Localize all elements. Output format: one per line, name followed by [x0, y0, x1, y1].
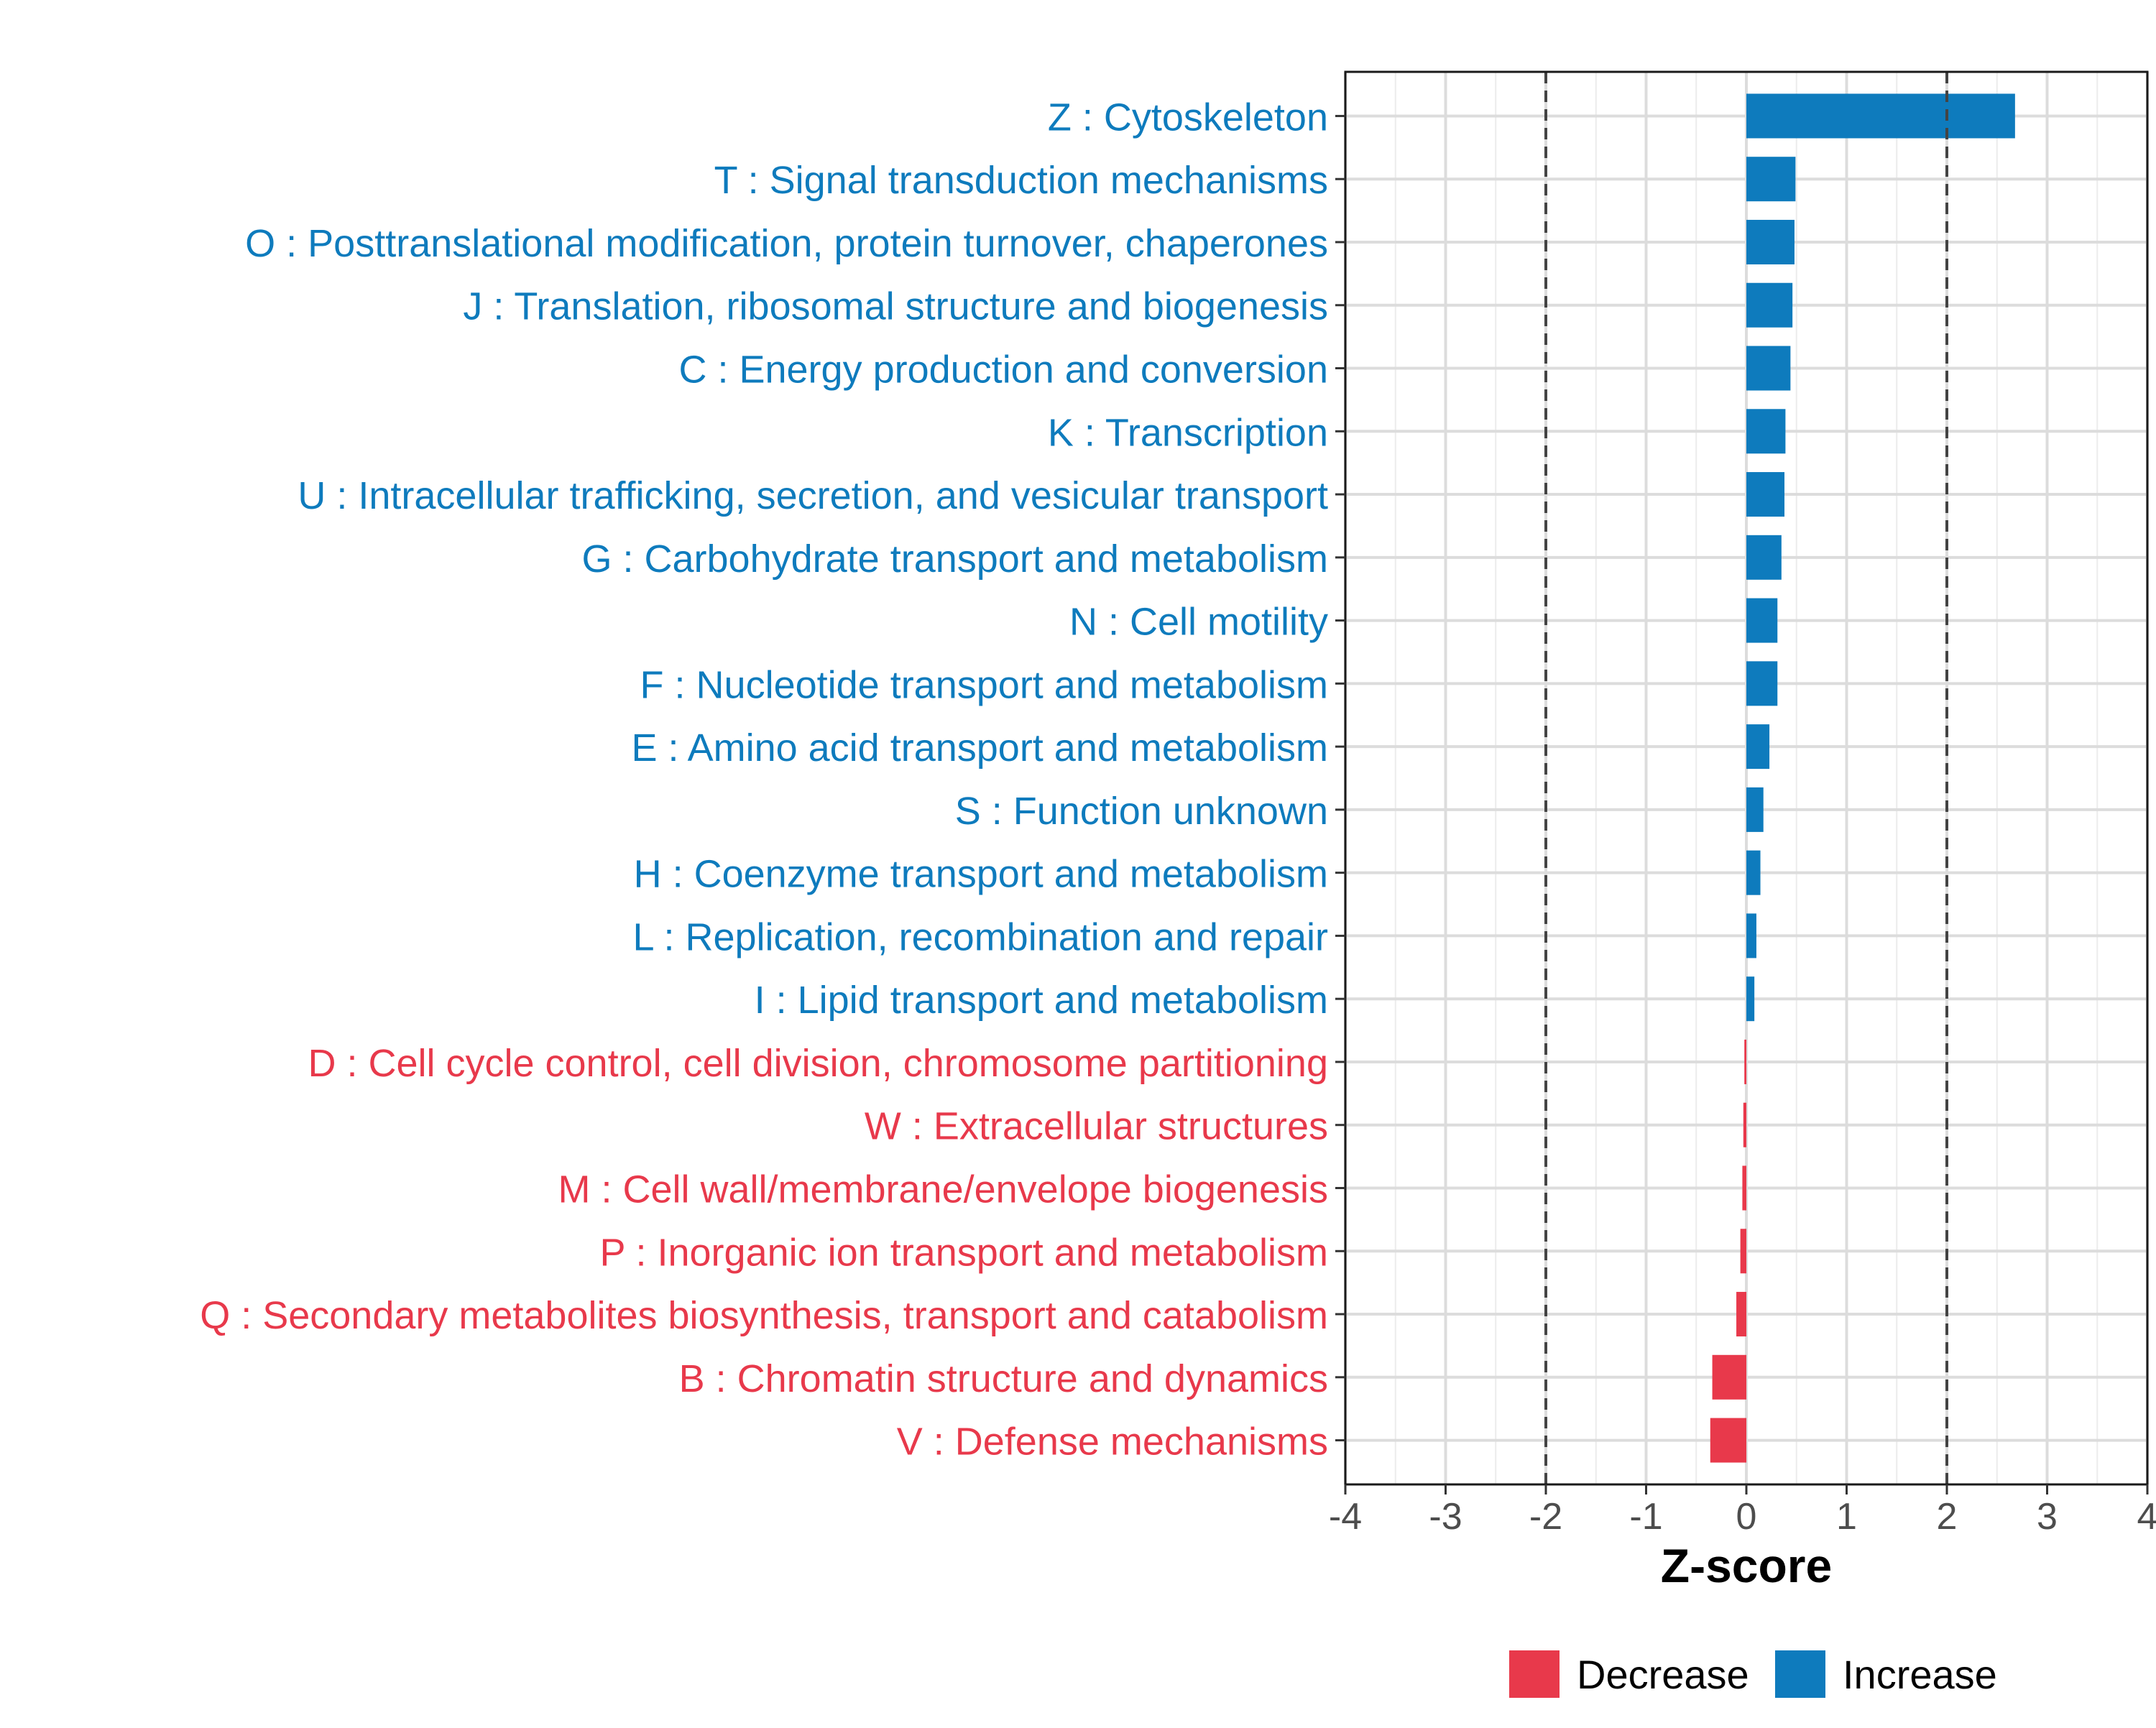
- category-label: M : Cell wall/membrane/envelope biogenes…: [558, 1168, 1328, 1211]
- category-label: G : Carbohydrate transport and metabolis…: [582, 537, 1329, 581]
- bar-increase: [1746, 472, 1785, 517]
- bar-increase: [1746, 157, 1796, 202]
- category-label: W : Extracellular structures: [865, 1105, 1328, 1148]
- legend: Decrease Increase: [1509, 1650, 1997, 1698]
- bar-decrease: [1744, 1039, 1746, 1084]
- x-tick-label: 0: [1736, 1496, 1757, 1538]
- category-label: J : Translation, ribosomal structure and…: [463, 285, 1328, 328]
- x-tick-label: 3: [2037, 1496, 2058, 1538]
- x-tick-label: -4: [1329, 1496, 1362, 1538]
- x-tick-label: -3: [1429, 1496, 1462, 1538]
- category-label: T : Signal transduction mechanisms: [714, 159, 1328, 202]
- category-label: K : Transcription: [1048, 411, 1328, 454]
- category-label: N : Cell motility: [1069, 601, 1328, 644]
- category-label: I : Lipid transport and metabolism: [755, 979, 1328, 1022]
- x-tick-label: 2: [1937, 1496, 1958, 1538]
- category-label: L : Replication, recombination and repai…: [632, 915, 1328, 958]
- bar-increase: [1746, 346, 1791, 391]
- category-label: Z : Cytoskeleton: [1048, 96, 1328, 139]
- legend-label-decrease: Decrease: [1577, 1652, 1749, 1697]
- bar-decrease: [1742, 1165, 1746, 1211]
- bar-increase: [1746, 409, 1786, 454]
- bar-layer: [1544, 72, 2015, 1484]
- category-label: F : Nucleotide transport and metabolism: [640, 663, 1328, 706]
- legend-swatch-increase: [1775, 1650, 1825, 1698]
- bar-increase: [1746, 598, 1778, 643]
- bar-decrease: [1736, 1292, 1746, 1337]
- legend-swatch-decrease: [1509, 1650, 1560, 1698]
- bar-decrease: [1743, 1102, 1746, 1147]
- legend-label-increase: Increase: [1843, 1652, 1997, 1697]
- category-label: O : Posttranslational modification, prot…: [245, 222, 1328, 265]
- bar-increase: [1746, 219, 1795, 264]
- category-label: B : Chromatin structure and dynamics: [679, 1357, 1328, 1400]
- category-label: U : Intracellular trafficking, secretion…: [298, 474, 1328, 517]
- category-label: E : Amino acid transport and metabolism: [632, 726, 1328, 770]
- category-label: P : Inorganic ion transport and metaboli…: [599, 1231, 1328, 1274]
- bar-increase: [1746, 913, 1756, 958]
- bar-increase: [1746, 724, 1770, 770]
- bar-increase: [1746, 535, 1782, 580]
- x-axis-title: Z-score: [1661, 1539, 1832, 1592]
- axis-layer: -4 -3 -2 -1 0 1 2 3 4: [1329, 70, 2156, 1538]
- bar-increase: [1746, 282, 1793, 328]
- x-tick-label: -1: [1629, 1496, 1662, 1538]
- x-tick-label: 1: [1836, 1496, 1857, 1538]
- category-label: S : Function unknown: [955, 790, 1328, 833]
- bar-increase: [1746, 93, 2015, 139]
- category-label: C : Energy production and conversion: [678, 348, 1328, 392]
- category-label-layer: Z : Cytoskeleton T : Signal transduction …: [200, 96, 1328, 1463]
- bar-increase: [1746, 661, 1778, 706]
- bar-increase: [1746, 976, 1755, 1022]
- x-tick-label: -2: [1529, 1496, 1562, 1538]
- bar-decrease: [1740, 1229, 1746, 1274]
- bar-increase: [1746, 787, 1764, 832]
- bar-increase: [1746, 850, 1761, 895]
- category-label: D : Cell cycle control, cell division, c…: [308, 1042, 1328, 1085]
- bar-decrease: [1712, 1354, 1746, 1400]
- x-tick-label: 4: [2137, 1496, 2156, 1538]
- category-label: H : Coenzyme transport and metabolism: [634, 853, 1328, 896]
- category-label: Q : Secondary metabolites biosynthesis, …: [200, 1294, 1328, 1337]
- bar-decrease: [1710, 1418, 1746, 1463]
- category-label: V : Defense mechanisms: [897, 1420, 1328, 1464]
